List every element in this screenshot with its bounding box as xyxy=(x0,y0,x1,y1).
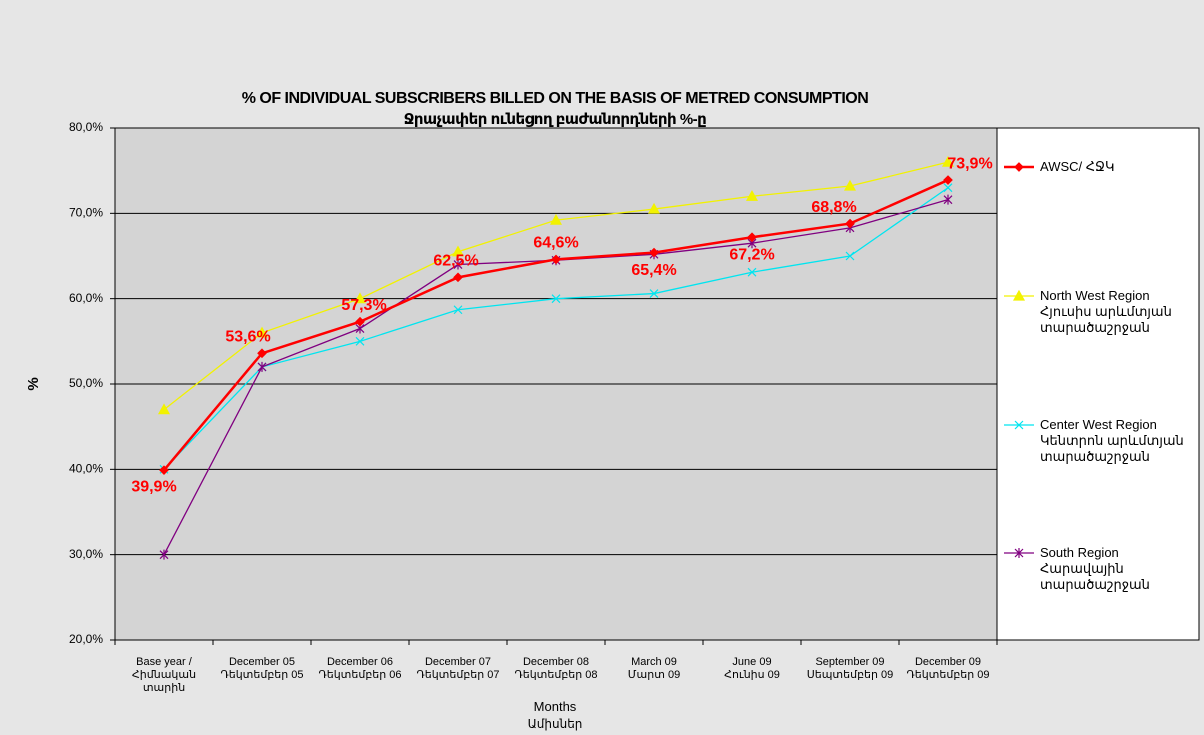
point xyxy=(257,348,267,359)
chart-subtitle: Ջրաչափեր ունեցող բաժանորդների %-ը xyxy=(403,111,707,128)
point xyxy=(649,247,659,258)
point xyxy=(453,272,463,283)
x-tick-label: December 07 Դեկտեմբեր 07 xyxy=(416,656,500,681)
legend-marker xyxy=(1014,162,1024,172)
x-tick-label: March 09 Մարտ 09 xyxy=(627,656,681,681)
data-label: 39,9% xyxy=(131,478,176,495)
data-label: 53,6% xyxy=(225,328,270,345)
point xyxy=(649,289,659,298)
legend-marker xyxy=(1012,289,1026,301)
point xyxy=(451,245,465,257)
point xyxy=(843,179,857,191)
data-label: 67,2% xyxy=(729,246,774,263)
point xyxy=(453,305,463,315)
x-tick-label: December 06 Դեկտեմբեր 06 xyxy=(318,656,402,681)
point xyxy=(257,361,267,372)
x-tick-label: December 08 Դեկտեմբեր 08 xyxy=(514,656,598,681)
data-label: 65,4% xyxy=(631,262,676,279)
data-label: 73,9% xyxy=(947,155,992,172)
x-tick-label: June 09 Հունիս 09 xyxy=(724,656,780,681)
legend-box xyxy=(996,127,1200,641)
point xyxy=(941,155,955,167)
point xyxy=(549,213,563,225)
y-tick-label: 70,0% xyxy=(69,206,103,220)
point xyxy=(845,218,855,229)
x-tick-label: Base year / Հիմնական տարին xyxy=(131,656,197,694)
point xyxy=(353,292,367,304)
point xyxy=(355,316,365,327)
point xyxy=(453,259,463,270)
x-tick-label: December 09 Դեկտեմբեր 09 xyxy=(906,656,990,681)
point xyxy=(943,183,953,193)
data-label: 68,8% xyxy=(811,199,856,216)
point xyxy=(747,267,757,277)
y-tick-label: 50,0% xyxy=(69,376,103,390)
point xyxy=(355,336,365,346)
point xyxy=(551,254,561,265)
point xyxy=(551,294,561,304)
point xyxy=(745,190,759,201)
point xyxy=(647,202,661,214)
legend-label: North West Region Հյուսիս արևմտյան տարած… xyxy=(1040,288,1172,335)
point xyxy=(943,194,953,205)
chart-title: % OF INDIVIDUAL SUBSCRIBERS BILLED ON TH… xyxy=(241,90,869,107)
point xyxy=(747,232,757,243)
x-tick-label: September 09 Սեպտեմբեր 09 xyxy=(806,656,894,681)
legend-label: Center West Region Կենտրոն արևմտյան տարա… xyxy=(1040,417,1184,464)
point xyxy=(943,175,953,185)
point xyxy=(157,403,171,415)
y-axis-label: % xyxy=(25,377,42,390)
x-axis-sublabel: Ամիսներ xyxy=(527,717,583,731)
point xyxy=(255,326,269,338)
y-tick-label: 80,0% xyxy=(69,120,103,134)
legend-marker xyxy=(1014,548,1024,558)
y-tick-label: 60,0% xyxy=(69,291,103,305)
legend-label: AWSC/ ՀՋԿ xyxy=(1040,159,1115,174)
x-tick-label: December 05 Դեկտեմբեր 05 xyxy=(220,656,304,681)
y-tick-label: 40,0% xyxy=(69,462,103,476)
data-label: 64,6% xyxy=(533,235,578,252)
point xyxy=(159,465,169,476)
legend-label: South Region Հարավային տարածաշրջան xyxy=(1040,545,1150,592)
point xyxy=(159,549,169,560)
data-label: 57,3% xyxy=(341,297,386,314)
legend-marker xyxy=(1014,420,1024,430)
y-tick-label: 20,0% xyxy=(69,632,103,646)
y-tick-label: 30,0% xyxy=(69,547,103,561)
point xyxy=(845,251,855,261)
data-label: 62,5% xyxy=(433,253,478,270)
x-axis-label: Months xyxy=(533,699,577,714)
